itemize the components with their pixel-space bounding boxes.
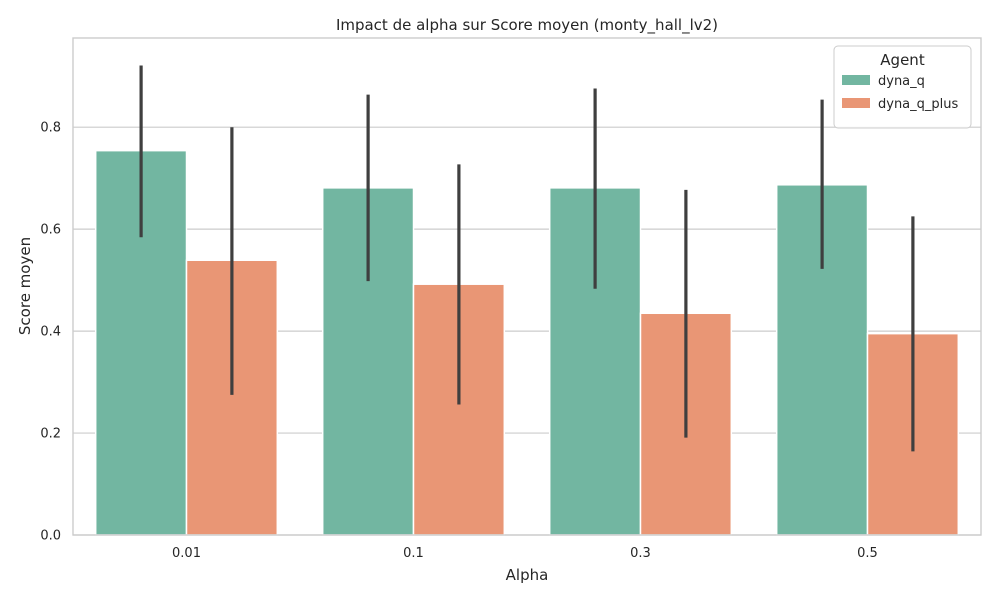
y-axis-label: Score moyen — [16, 237, 34, 335]
y-tick-labels: 0.0 0.2 0.4 0.6 0.8 — [40, 121, 61, 544]
legend-label-dyna_q_plus: dyna_q_plus — [878, 97, 959, 112]
legend: Agent dyna_q dyna_q_plus — [833, 45, 972, 129]
bar-dyna_q_plus-0.1 — [412, 283, 506, 536]
legend-swatch-dyna_q — [842, 75, 870, 85]
plot-border — [72, 37, 982, 536]
legend-title: Agent — [880, 51, 925, 69]
x-tick-labels: 0.01 0.1 0.3 0.5 — [172, 546, 878, 561]
plot-frame — [72, 37, 982, 536]
y-tick-label: 0.0 — [40, 529, 61, 544]
y-tick-label: 0.4 — [40, 325, 61, 340]
x-tick-label: 0.5 — [857, 546, 878, 561]
x-tick-label: 0.3 — [630, 546, 651, 561]
legend-swatch-dyna_q_plus — [842, 98, 870, 108]
legend-label-dyna_q: dyna_q — [878, 74, 925, 89]
y-tick-label: 0.2 — [40, 427, 61, 442]
y-tick-label: 0.6 — [40, 223, 61, 238]
chart-title: Impact de alpha sur Score moyen (monty_h… — [336, 16, 718, 35]
x-axis-label: Alpha — [506, 566, 549, 584]
errorbars-layer — [139, 65, 915, 452]
y-tick-label: 0.8 — [40, 121, 61, 136]
x-tick-label: 0.1 — [403, 546, 424, 561]
x-tick-label: 0.01 — [172, 546, 201, 561]
